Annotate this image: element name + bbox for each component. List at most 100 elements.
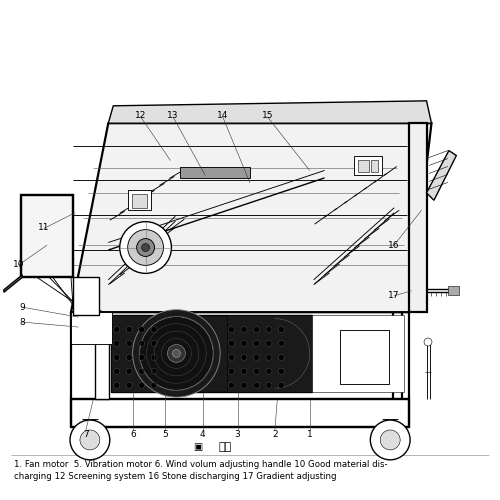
Circle shape (138, 326, 144, 332)
Circle shape (228, 382, 234, 388)
Bar (111, 314, 163, 392)
Polygon shape (426, 150, 456, 200)
Circle shape (380, 430, 400, 450)
Bar (22, 196, 74, 278)
Text: 17: 17 (388, 291, 400, 300)
Circle shape (266, 368, 272, 374)
Circle shape (254, 382, 260, 388)
Text: 3: 3 (234, 430, 240, 440)
Circle shape (128, 230, 164, 266)
Circle shape (151, 382, 157, 388)
Circle shape (112, 372, 118, 379)
Bar (128, 190, 150, 210)
Circle shape (241, 382, 247, 388)
Text: 4: 4 (200, 430, 205, 440)
Circle shape (266, 326, 272, 332)
Text: 9: 9 (20, 302, 25, 312)
Bar (132, 194, 146, 207)
Circle shape (114, 326, 119, 332)
Circle shape (114, 354, 119, 360)
Text: 5: 5 (162, 430, 168, 440)
Polygon shape (71, 123, 432, 312)
Circle shape (138, 354, 144, 360)
Bar (409, 123, 426, 312)
Bar (71, 399, 409, 426)
Circle shape (254, 368, 260, 374)
Circle shape (254, 326, 260, 332)
Bar (340, 330, 389, 384)
Circle shape (138, 368, 144, 374)
Circle shape (142, 244, 150, 252)
Circle shape (126, 354, 132, 360)
Text: 图一: 图一 (218, 442, 232, 452)
Text: 2: 2 (272, 430, 278, 440)
Circle shape (424, 338, 432, 346)
Text: 1: 1 (307, 430, 312, 440)
Bar (226, 314, 312, 392)
Circle shape (138, 382, 144, 388)
Text: 13: 13 (167, 112, 178, 120)
Circle shape (120, 222, 172, 274)
Bar (111, 314, 312, 392)
Bar (95, 312, 109, 399)
Bar (448, 286, 459, 294)
Circle shape (151, 340, 157, 346)
Polygon shape (4, 275, 22, 292)
Circle shape (254, 354, 260, 360)
Circle shape (370, 420, 410, 460)
Circle shape (172, 350, 180, 358)
Circle shape (121, 372, 128, 379)
Circle shape (136, 238, 154, 256)
Circle shape (228, 340, 234, 346)
Circle shape (151, 354, 157, 360)
Circle shape (151, 326, 157, 332)
Text: 7: 7 (83, 430, 89, 440)
Circle shape (278, 340, 284, 346)
Circle shape (266, 354, 272, 360)
Circle shape (266, 340, 272, 346)
Text: 15: 15 (262, 112, 273, 120)
Circle shape (140, 316, 213, 390)
Circle shape (278, 326, 284, 332)
Circle shape (241, 340, 247, 346)
Circle shape (228, 326, 234, 332)
Circle shape (254, 340, 260, 346)
Text: 14: 14 (217, 112, 228, 120)
Circle shape (114, 340, 119, 346)
Text: ▣: ▣ (193, 442, 202, 452)
Circle shape (168, 344, 186, 362)
Bar (312, 314, 404, 392)
Text: 11: 11 (38, 223, 50, 232)
Bar (358, 160, 370, 172)
Text: 6: 6 (130, 430, 136, 440)
Polygon shape (22, 196, 74, 278)
Text: charging 12 Screening system 16 Stone discharging 17 Gradient adjusting: charging 12 Screening system 16 Stone di… (14, 472, 336, 481)
Bar (180, 167, 250, 178)
Circle shape (278, 382, 284, 388)
Circle shape (70, 420, 110, 460)
Circle shape (151, 368, 157, 374)
Circle shape (278, 354, 284, 360)
Bar (71, 312, 112, 344)
Circle shape (126, 382, 132, 388)
Circle shape (80, 430, 100, 450)
Circle shape (126, 340, 132, 346)
Text: 12: 12 (135, 112, 146, 120)
Text: 16: 16 (388, 240, 400, 250)
Circle shape (241, 326, 247, 332)
Circle shape (228, 354, 234, 360)
Bar (354, 156, 382, 176)
Bar (371, 160, 378, 172)
Circle shape (114, 382, 119, 388)
Text: 8: 8 (20, 318, 25, 326)
Circle shape (126, 368, 132, 374)
Circle shape (114, 368, 119, 374)
Polygon shape (108, 101, 432, 123)
Text: 10: 10 (13, 260, 24, 270)
Bar (74, 278, 100, 314)
Circle shape (266, 382, 272, 388)
Circle shape (132, 310, 220, 397)
Circle shape (228, 368, 234, 374)
Circle shape (126, 326, 132, 332)
Circle shape (241, 354, 247, 360)
